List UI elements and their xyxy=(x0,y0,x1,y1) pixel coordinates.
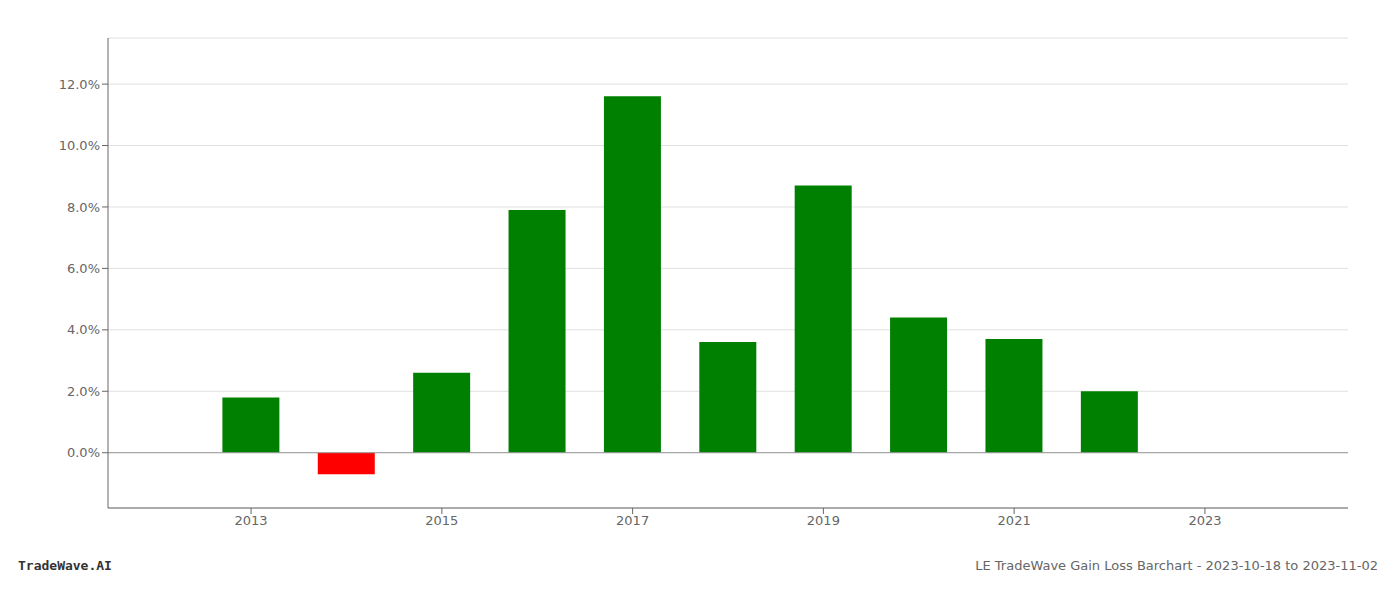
svg-text:2017: 2017 xyxy=(616,513,649,528)
svg-text:8.0%: 8.0% xyxy=(67,200,100,215)
svg-text:2023: 2023 xyxy=(1188,513,1221,528)
svg-text:2015: 2015 xyxy=(425,513,458,528)
svg-text:12.0%: 12.0% xyxy=(59,77,100,92)
html-text:TradeWave.AI: TradeWave.AI xyxy=(18,558,112,573)
svg-text:2019: 2019 xyxy=(807,513,840,528)
svg-text:2013: 2013 xyxy=(235,513,268,528)
svg-text:10.0%: 10.0% xyxy=(59,138,100,153)
svg-text:2021: 2021 xyxy=(998,513,1031,528)
svg-text:2.0%: 2.0% xyxy=(67,384,100,399)
svg-text:6.0%: 6.0% xyxy=(67,261,100,276)
svg-text:0.0%: 0.0% xyxy=(67,445,100,460)
svg-text:4.0%: 4.0% xyxy=(67,322,100,337)
html-text:LE TradeWave Gain Loss Barchar: LE TradeWave Gain Loss Barchart - 2023-1… xyxy=(975,558,1378,573)
